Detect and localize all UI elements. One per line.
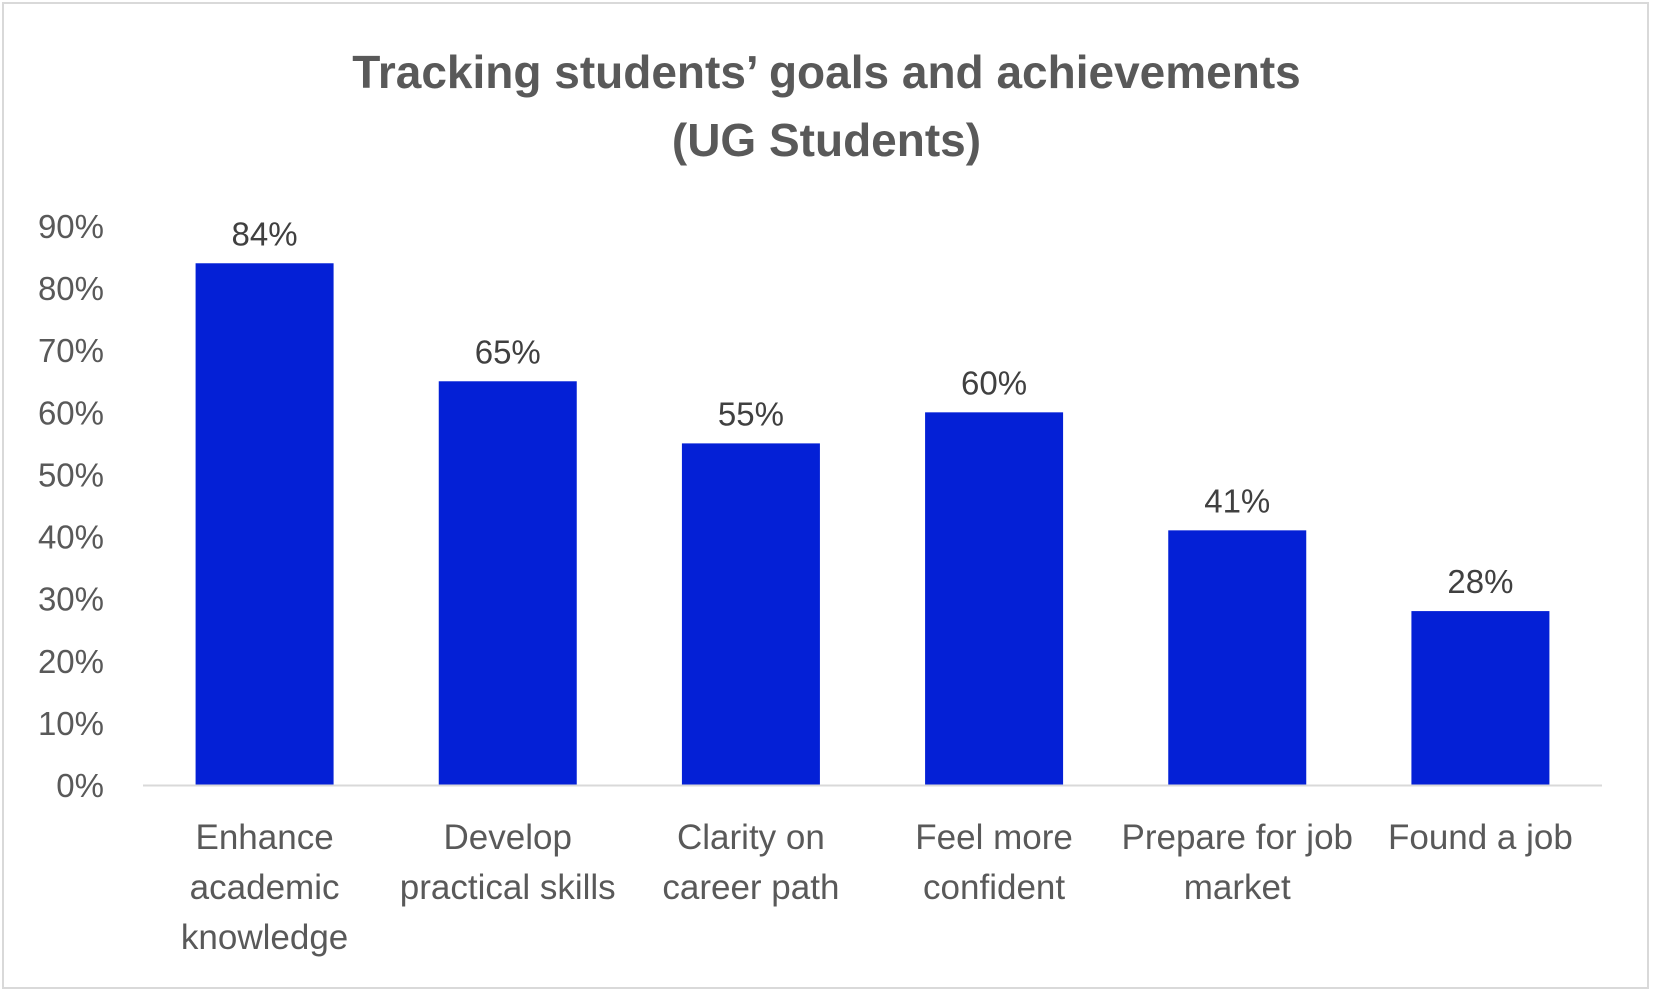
- bar: [681, 443, 820, 785]
- bar: [438, 381, 577, 785]
- data-label: 65%: [475, 333, 541, 370]
- x-category-label: Found a job: [1388, 818, 1573, 857]
- y-axis: 0% 10% 20% 30% 40% 50% 60% 70% 80% 90%: [38, 208, 104, 804]
- data-label: 28%: [1447, 563, 1513, 600]
- bar: [1168, 530, 1307, 785]
- data-label: 84%: [232, 215, 298, 252]
- y-tick-label: 50%: [38, 456, 104, 493]
- bar: [195, 263, 334, 785]
- data-label: 55%: [718, 395, 784, 432]
- chart-title-main: Tracking students’ goals and achievement…: [352, 46, 1301, 98]
- data-label: 41%: [1204, 482, 1270, 519]
- chart-title: Tracking students’ goals and achievement…: [0, 38, 1653, 174]
- y-tick-label: 20%: [38, 643, 104, 680]
- x-axis: Enhance academic knowledge Develop practical…: [143, 784, 1602, 957]
- data-label: 60%: [961, 364, 1027, 401]
- y-tick-label: 40%: [38, 519, 104, 556]
- y-tick-label: 90%: [38, 208, 104, 245]
- x-category-label: Feel more confident: [915, 818, 1073, 907]
- bar: [1411, 611, 1550, 785]
- data-labels: 84% 65% 55% 60% 41% 28%: [232, 215, 1514, 600]
- bar: [925, 412, 1064, 785]
- y-tick-label: 60%: [38, 394, 104, 431]
- x-category-label: Prepare for job market: [1121, 818, 1353, 907]
- y-tick-label: 0%: [56, 767, 104, 804]
- y-tick-label: 30%: [38, 581, 104, 618]
- bars: [195, 263, 1550, 785]
- y-tick-label: 10%: [38, 705, 104, 742]
- y-tick-label: 80%: [38, 270, 104, 307]
- x-category-label: Enhance academic knowledge: [181, 818, 348, 957]
- x-category-label: Clarity on career path: [662, 818, 839, 907]
- chart-subtitle: (UG Students): [671, 114, 982, 166]
- x-category-label: Develop practical skills: [400, 818, 616, 907]
- y-tick-label: 70%: [38, 332, 104, 369]
